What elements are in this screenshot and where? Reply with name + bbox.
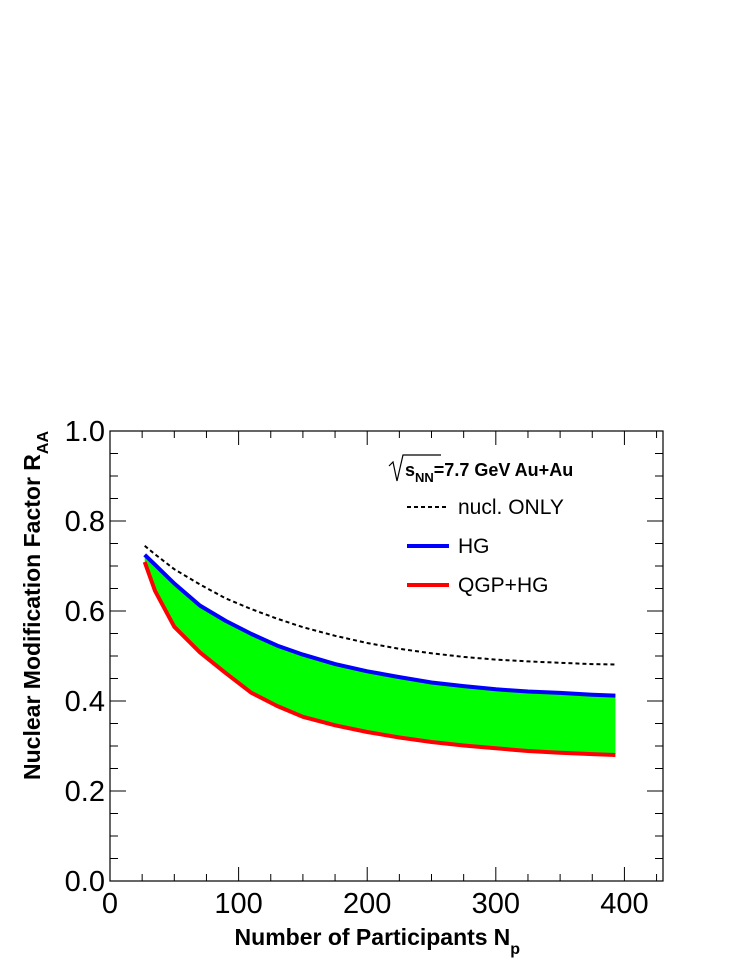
band-area — [144, 554, 616, 755]
y-axis-title-text: Nuclear Modification Factor R — [19, 454, 45, 780]
y-tick-label: 0.2 — [65, 776, 105, 808]
series-layer — [142, 545, 616, 757]
y-tick-label: 0.8 — [65, 506, 105, 538]
x-tick-label: 300 — [472, 888, 520, 920]
x-axis-title: Number of Participants Np — [235, 924, 521, 958]
svg-text:sNN=7.7 GeV Au+Au: sNN=7.7 GeV Au+Au — [405, 460, 573, 485]
energy-s: s — [405, 460, 415, 480]
sqrt-sign-icon — [388, 454, 441, 482]
x-tick-label: 200 — [343, 888, 391, 920]
x-axis-title-symbol: N — [494, 924, 511, 950]
legend: nucl. ONLY HG QGP+HG — [407, 496, 564, 597]
energy-sub: NN — [415, 470, 434, 485]
y-tick-label: 0.0 — [65, 866, 105, 898]
x-axis-title-text: Number of Participants — [235, 924, 488, 950]
ticks-layer — [109, 430, 663, 882]
legend-label-qgp: QGP+HG — [458, 574, 548, 597]
x-tick-label: 100 — [214, 888, 262, 920]
legend-label-nucl: nucl. ONLY — [458, 496, 564, 519]
y-axis-title-sub: AA — [35, 431, 52, 455]
energy-text: =7.7 GeV Au+Au — [434, 460, 573, 480]
x-tick-label: 0 — [102, 888, 118, 920]
x-axis-title-sub: p — [510, 941, 520, 958]
ticklabels-layer: 0 100 200 300 400 0.0 0.2 0.4 0.6 0.8 1.0 — [65, 416, 649, 920]
y-tick-label: 0.6 — [65, 596, 105, 628]
series-line-qgp-hg — [142, 561, 616, 757]
y-tick-label: 0.4 — [65, 686, 105, 718]
energy-label: sNN=7.7 GeV Au+Au — [388, 454, 573, 485]
plot-frame — [109, 430, 664, 882]
series-line-hg — [143, 553, 616, 698]
y-axis-title: Nuclear Modification Factor RAA — [19, 431, 52, 780]
y-tick-label: 1.0 — [65, 416, 105, 448]
legend-label-hg: HG — [458, 535, 490, 558]
x-tick-label: 400 — [600, 888, 648, 920]
band-layer — [144, 554, 616, 755]
